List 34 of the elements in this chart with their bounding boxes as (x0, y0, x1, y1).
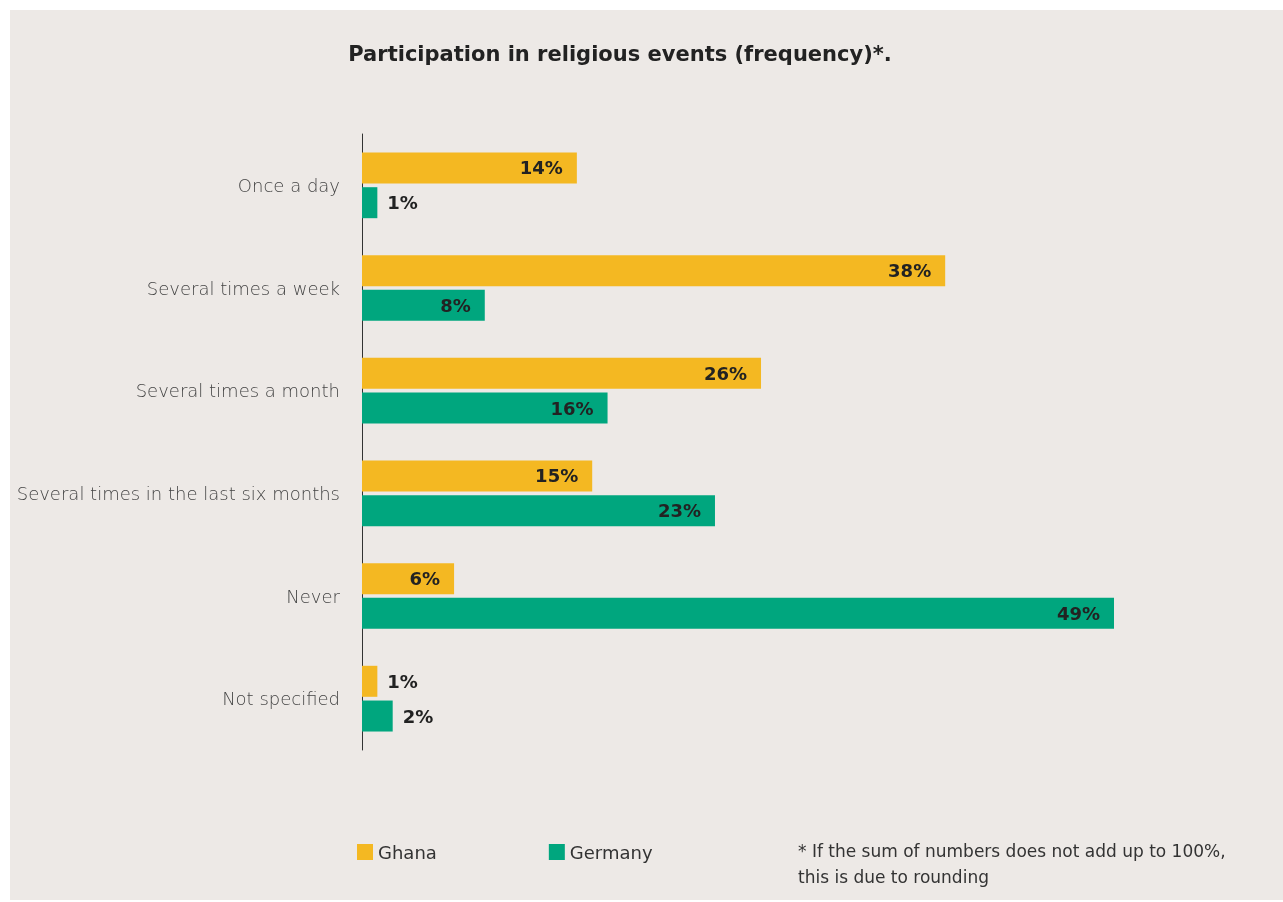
y-tick-label: Never (286, 585, 341, 607)
y-tick-label: Several times in the last six months (16, 482, 340, 504)
data-label: 23% (657, 500, 701, 522)
data-label: 8% (440, 294, 471, 316)
y-tick-label: Not specified (222, 688, 340, 710)
bar (362, 700, 393, 732)
data-label: 16% (550, 397, 594, 419)
data-label: 38% (888, 260, 932, 282)
bar (362, 563, 455, 595)
bar (362, 289, 485, 321)
y-tick-label: Several times a week (146, 277, 340, 299)
data-label: 15% (535, 465, 579, 487)
data-label: 6% (409, 568, 441, 590)
data-label: 49% (1056, 602, 1100, 624)
legend-label: Ghana (378, 841, 437, 863)
bar (362, 597, 1114, 629)
y-tick-label: Once a day (237, 174, 340, 196)
legend-label: Germany (569, 841, 653, 863)
bar (362, 255, 946, 287)
y-tick-label: Several times a month (135, 380, 340, 402)
data-label: 2% (402, 705, 434, 727)
data-label: 1% (387, 192, 418, 214)
bar (362, 357, 762, 389)
bar (362, 460, 593, 492)
text: * If the sum of numbers does not add up to 100%, this is due to rounding (798, 841, 1232, 887)
data-label: 26% (703, 362, 748, 384)
chart-title: Participation in religious events (frequency)*. (348, 41, 892, 66)
data-label: 14% (519, 157, 563, 179)
data-label: 1% (387, 670, 418, 692)
bar (362, 152, 577, 184)
bar (362, 187, 378, 219)
bar (362, 495, 715, 527)
bar (362, 665, 378, 697)
bar (362, 392, 608, 424)
